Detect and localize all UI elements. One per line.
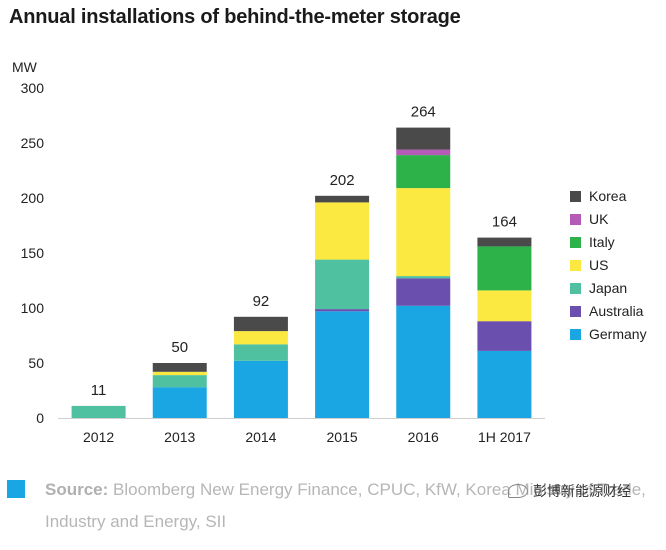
bar-segment-australia-2015: [315, 309, 370, 312]
x-tick-label: 2012: [83, 429, 114, 445]
legend-label-uk: UK: [589, 211, 609, 227]
bar-segment-australia-1h-2017: [477, 321, 532, 351]
bar-segment-korea-2016: [396, 127, 451, 150]
bar-segment-korea-1h-2017: [477, 237, 532, 247]
bar-segment-germany-2016: [396, 305, 451, 418]
bar-segment-germany-2014: [233, 360, 288, 418]
bar-total-label: 164: [492, 214, 517, 231]
legend-swatch-japan: [570, 283, 581, 294]
legend-swatch-germany: [570, 329, 581, 340]
y-axis-label: MW: [12, 59, 38, 75]
legend-label-germany: Germany: [589, 326, 647, 342]
y-tick-label: 100: [21, 300, 45, 316]
legend-label-korea: Korea: [589, 188, 627, 204]
x-tick-label: 2014: [245, 429, 276, 445]
bar-segment-germany-2015: [315, 311, 370, 418]
bar-segment-japan-2014: [233, 344, 288, 361]
wechat-icon: [508, 484, 528, 498]
legend-label-italy: Italy: [589, 234, 615, 250]
bar-segment-us-2013: [152, 371, 207, 376]
bar-segment-germany-2013: [152, 387, 207, 418]
watermark: 彭博新能源财经: [508, 481, 631, 501]
bar-segment-us-1h-2017: [477, 290, 532, 322]
legend-label-australia: Australia: [589, 303, 644, 319]
x-tick-label: 2016: [408, 429, 439, 445]
x-tick-label: 2015: [327, 429, 358, 445]
y-tick-label: 300: [21, 80, 45, 96]
bar-segment-korea-2013: [152, 363, 207, 372]
legend-label-us: US: [589, 257, 608, 273]
legend-swatch-australia: [570, 306, 581, 317]
legend-swatch-korea: [570, 191, 581, 202]
chart-title: Annual installations of behind-the-meter…: [9, 6, 461, 28]
bar-total-label: 264: [411, 104, 436, 121]
legend-label-japan: Japan: [589, 280, 627, 296]
bar-segment-japan-2016: [396, 276, 451, 279]
bar-segment-uk-2016: [396, 149, 451, 156]
y-tick-label: 250: [21, 135, 45, 151]
bar-segment-germany-1h-2017: [477, 350, 532, 418]
bar-segment-australia-2016: [396, 278, 451, 306]
legend-swatch-uk: [570, 214, 581, 225]
bar-segment-italy-2016: [396, 155, 451, 189]
x-tick-label: 1H 2017: [478, 429, 531, 445]
legend-swatch-us: [570, 260, 581, 271]
y-tick-label: 50: [28, 355, 44, 371]
bar-total-label: 92: [253, 293, 270, 310]
source-label: Source:: [45, 480, 109, 499]
bar-segment-korea-2014: [233, 316, 288, 332]
bar-segment-us-2015: [315, 202, 370, 260]
y-tick-label: 150: [21, 245, 45, 261]
y-tick-label: 0: [36, 410, 44, 426]
bar-segment-italy-1h-2017: [477, 246, 532, 291]
bar-segment-japan-2012: [71, 405, 126, 418]
x-tick-label: 2013: [164, 429, 195, 445]
y-tick-label: 200: [21, 190, 45, 206]
bar-segment-us-2014: [233, 331, 288, 345]
watermark-text: 彭博新能源财经: [533, 483, 631, 499]
bar-total-label: 11: [91, 382, 107, 399]
stacked-bar-chart: MW 0 50 100 150 200 250 300 11 2012 50 2013 92 2014 20…: [12, 59, 647, 445]
bar-segment-japan-2015: [315, 259, 370, 310]
source-square-icon: [7, 480, 25, 498]
legend-swatch-italy: [570, 237, 581, 248]
bar-total-label: 50: [171, 339, 188, 356]
bar-segment-japan-2013: [152, 375, 207, 388]
bar-segment-us-2016: [396, 188, 451, 277]
bar-segment-korea-2015: [315, 195, 370, 203]
bar-total-label: 202: [330, 172, 355, 189]
